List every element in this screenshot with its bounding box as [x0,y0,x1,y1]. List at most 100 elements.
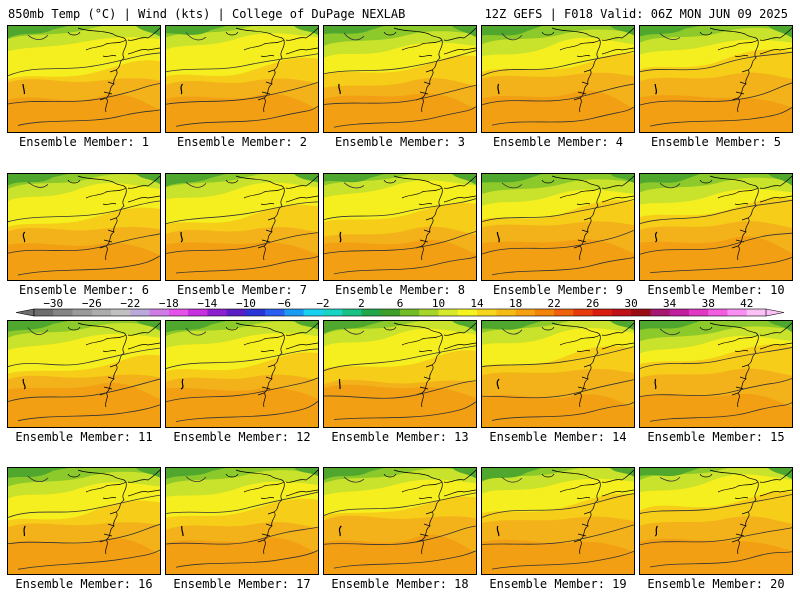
ensemble-member-caption: Ensemble Member: 3 [334,135,466,149]
colorbar-swatch [168,309,189,316]
map-panel [7,173,161,281]
colorbar-swatch [554,309,574,316]
ensemble-member-caption: Ensemble Member: 1 [18,135,150,149]
ensemble-member-caption: Ensemble Member: 9 [492,283,624,297]
colorbar-swatch [207,309,228,316]
map-panel [639,320,793,428]
colorbar-swatch [496,309,516,316]
ensemble-member-caption: Ensemble Member: 2 [176,135,308,149]
ensemble-member-caption: Ensemble Member: 7 [176,283,308,297]
ensemble-member-caption: Ensemble Member: 6 [18,283,150,297]
ensemble-member-caption: Ensemble Member: 12 [173,430,311,444]
colorbar-tick-label: −14 [197,297,217,310]
colorbar-swatch [226,309,247,316]
colorbar-swatch [322,309,343,316]
map-panel [639,467,793,575]
colorbar-swatch [534,309,555,316]
colorbar-swatch [708,309,728,316]
colorbar-tick-label: 6 [397,297,404,310]
ensemble-member-caption: Ensemble Member: 15 [647,430,785,444]
map-panel [481,467,635,575]
colorbar-swatch [361,309,382,316]
map-panel [639,173,793,281]
colorbar-min-arrow [15,308,35,317]
colorbar-swatch [245,309,266,316]
ensemble-member-caption: Ensemble Member: 5 [650,135,782,149]
colorbar-swatch [284,309,305,316]
map-panel [481,25,635,133]
colorbar-swatch [746,309,767,316]
colorbar-tick-label: −6 [278,297,291,310]
colorbar-swatch [111,309,131,316]
colorbar-tick-label: 42 [740,297,753,310]
map-panel [481,320,635,428]
colorbar-tick-label: 26 [586,297,599,310]
colorbar-swatch [303,309,324,316]
map-panel [323,467,477,575]
map-panel [323,25,477,133]
colorbar-swatch [342,309,362,316]
ensemble-member-caption: Ensemble Member: 11 [15,430,153,444]
colorbar-swatch [611,309,632,316]
ensemble-member-caption: Ensemble Member: 16 [15,577,153,591]
ensemble-member-caption: Ensemble Member: 20 [647,577,785,591]
colorbar-tick-label: 30 [625,297,638,310]
colorbar-swatch [573,309,594,316]
colorbar-swatch [631,309,651,316]
map-panel [639,25,793,133]
map-panel [165,25,319,133]
colorbar-tick-label: −26 [82,297,102,310]
colorbar-swatch [688,309,709,316]
ensemble-member-caption: Ensemble Member: 14 [489,430,627,444]
map-panel [323,320,477,428]
map-panel [7,25,161,133]
colorbar-swatch [91,309,112,316]
ensemble-member-caption: Ensemble Member: 19 [489,577,627,591]
ensemble-member-caption: Ensemble Member: 4 [492,135,624,149]
ensemble-member-caption: Ensemble Member: 13 [331,430,469,444]
colorbar-tick-label: −22 [120,297,140,310]
colorbar-swatch [669,309,690,316]
colorbar-tick-label: −2 [316,297,329,310]
colorbar-swatch [515,309,536,316]
colorbar-swatch [53,309,73,316]
map-panel [481,173,635,281]
ensemble-member-caption: Ensemble Member: 10 [647,283,785,297]
temperature-colorbar: −30 −26 −22 −18 −14 −10 −6 −2 2 6 10 14 18 22 26 30 34 38… [0,296,800,322]
ensemble-member-caption: Ensemble Member: 17 [173,577,311,591]
colorbar-swatch [149,309,170,316]
map-panel [323,173,477,281]
colorbar-swatch [72,309,93,316]
map-panel [165,467,319,575]
map-panel [7,467,161,575]
colorbar-tick-label: 18 [509,297,522,310]
colorbar-swatch [592,309,613,316]
ensemble-member-caption: Ensemble Member: 8 [334,283,466,297]
colorbar-swatch [477,309,497,316]
colorbar-swatch [130,309,150,316]
colorbar-tick-label: 34 [663,297,677,310]
colorbar-swatch [400,309,420,316]
colorbar-swatch [265,309,285,316]
chart-title: 850mb Temp (°C) | Wind (kts) | College o… [8,7,406,21]
model-run-valid-time: 12Z GEFS | F018 Valid: 06Z MON JUN 09 20… [484,7,788,21]
ensemble-member-caption: Ensemble Member: 18 [331,577,469,591]
colorbar-swatch [438,309,459,316]
colorbar-swatch [457,309,478,316]
colorbar-tick-label: 10 [432,297,445,310]
colorbar-swatch [380,309,401,316]
colorbar-tick-label: −10 [236,297,256,310]
colorbar-tick-label: −18 [159,297,179,310]
colorbar-tick-label: 38 [702,297,715,310]
colorbar-swatch [34,309,54,316]
colorbar-tick-label: 2 [358,297,365,310]
colorbar-tick-label: −30 [43,297,63,310]
colorbar-swatch [419,309,439,316]
colorbar-tick-label: 22 [547,297,560,310]
map-panel [165,320,319,428]
colorbar-tick-label: 14 [470,297,484,310]
colorbar-swatch [188,309,208,316]
colorbar-swatch [727,309,748,316]
colorbar-max-arrow [765,308,785,317]
colorbar-swatch [650,309,671,316]
